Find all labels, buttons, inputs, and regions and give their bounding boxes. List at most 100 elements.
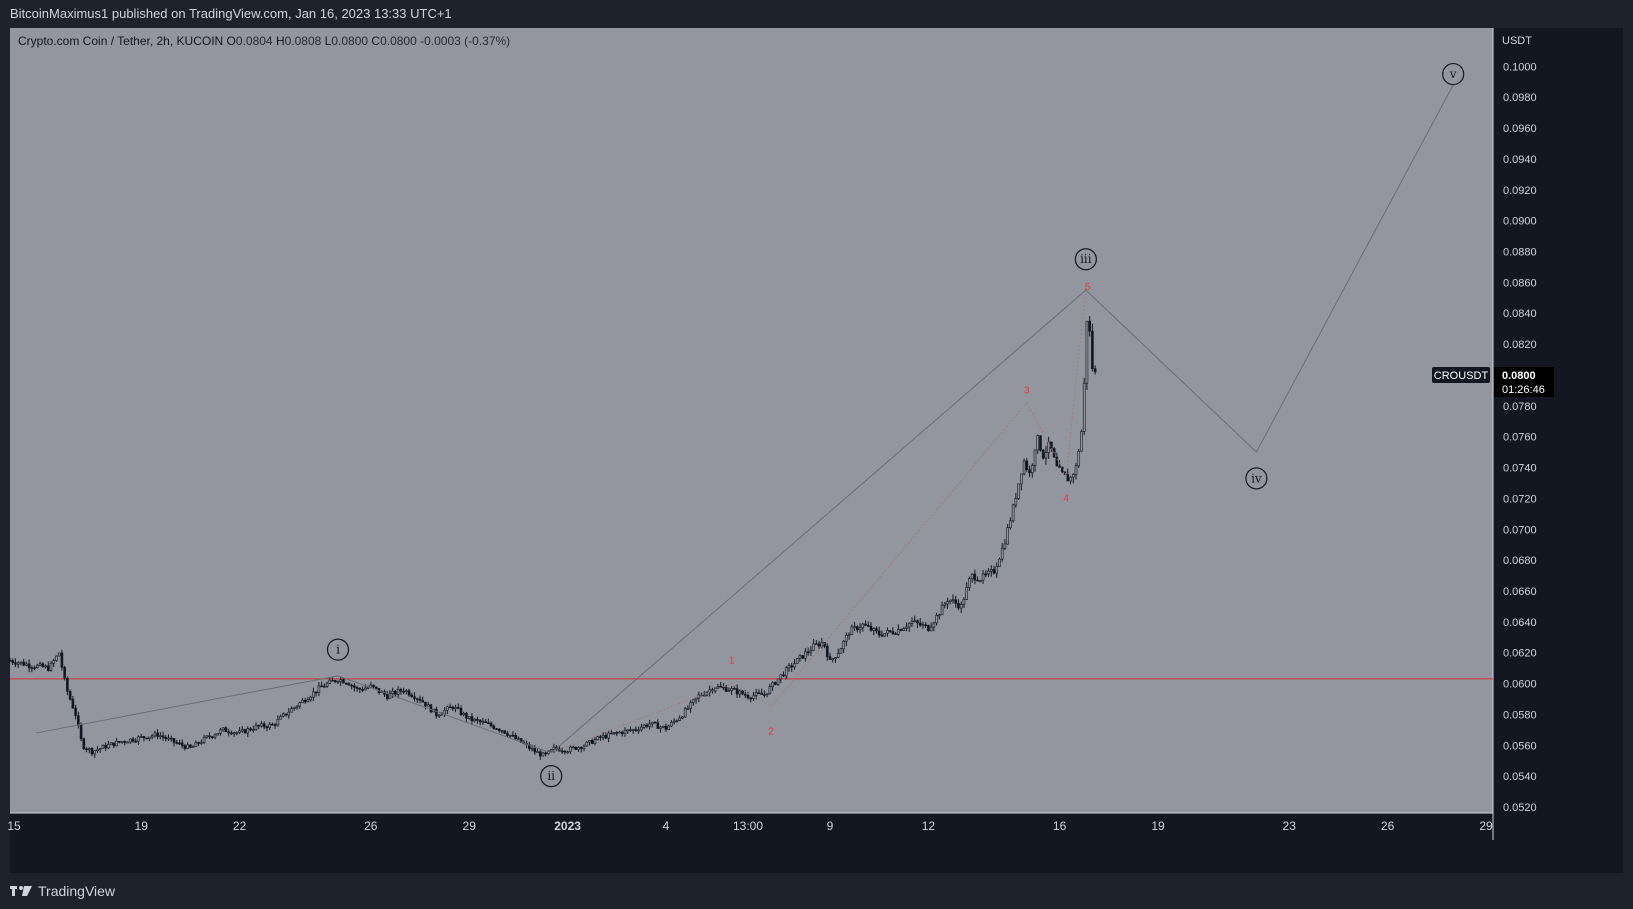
- candle-body: [465, 713, 468, 719]
- candle-body: [847, 634, 851, 636]
- candle-body: [63, 667, 66, 679]
- candle-body: [888, 630, 892, 632]
- candle-body: [1050, 441, 1053, 449]
- elliott-wave-line[interactable]: [36, 84, 1454, 754]
- candle-body: [260, 723, 263, 727]
- candle-body: [989, 569, 993, 572]
- price-tick-label: 0.0520: [1503, 802, 1537, 814]
- candle-body: [536, 751, 539, 754]
- candle-body: [976, 579, 979, 582]
- legend-low-value: 0.0800: [331, 34, 369, 48]
- candle-body: [1003, 543, 1007, 549]
- subwave-line[interactable]: [551, 290, 1087, 754]
- candle-body: [801, 655, 804, 659]
- candle-body: [508, 734, 512, 737]
- candle-body: [298, 702, 302, 707]
- legend-open-value: 0.0804: [235, 34, 273, 48]
- price-tick-label: 0.0680: [1503, 555, 1537, 567]
- candle-body: [724, 687, 728, 692]
- candle-body: [749, 697, 753, 700]
- price-tick-label: 0.0580: [1503, 709, 1537, 721]
- candle-body: [208, 735, 211, 738]
- footer-brand[interactable]: TradingView: [38, 883, 116, 899]
- candle-body: [344, 682, 348, 685]
- candle-body: [14, 662, 17, 665]
- candle-body: [538, 751, 542, 757]
- candle-body: [514, 734, 517, 740]
- wave-label-circle: [1074, 248, 1097, 271]
- candle-body: [752, 695, 755, 699]
- candle-body: [566, 751, 569, 754]
- candle-body: [216, 733, 220, 736]
- candle-body: [421, 700, 425, 703]
- candle-body: [675, 720, 679, 722]
- time-axis[interactable]: [10, 813, 1493, 840]
- candle-body: [336, 681, 340, 683]
- candle-body: [918, 622, 922, 626]
- candle-body: [440, 713, 444, 716]
- candle-body: [793, 663, 796, 668]
- candle-body: [446, 706, 449, 711]
- candle-body: [104, 745, 107, 749]
- candle-body: [282, 713, 285, 717]
- candle-body: [107, 744, 110, 749]
- candle-body: [965, 587, 968, 600]
- wave-label-i: i: [336, 643, 340, 657]
- candle-body: [309, 696, 312, 701]
- candle-body: [916, 620, 919, 624]
- candle-body: [172, 738, 176, 743]
- candle-body: [1093, 368, 1097, 373]
- time-tick-label: 15: [7, 819, 21, 833]
- candle-body: [85, 748, 88, 751]
- candle-body: [418, 698, 422, 701]
- candle-body: [454, 707, 457, 710]
- candle-body: [306, 699, 310, 703]
- candle-body: [241, 729, 244, 732]
- candle-body: [68, 690, 72, 700]
- tradingview-logo-icon[interactable]: [10, 884, 32, 898]
- candle-body: [946, 601, 949, 605]
- candle-body: [254, 724, 258, 730]
- wave-label-v: v: [1449, 67, 1457, 81]
- candle-body: [497, 728, 501, 731]
- price-axis[interactable]: [1493, 28, 1558, 840]
- candle-body: [339, 679, 343, 682]
- time-tick-label: 19: [135, 819, 149, 833]
- candle-body: [355, 687, 359, 689]
- candle-body: [470, 716, 474, 722]
- candle-body: [25, 663, 28, 666]
- candle-body: [394, 690, 397, 695]
- candle-body: [134, 740, 138, 743]
- candle-body: [268, 723, 271, 729]
- candle-body: [93, 750, 97, 755]
- legend-open-label: O: [226, 34, 236, 48]
- candle-body: [402, 690, 405, 693]
- candle-body: [640, 726, 643, 731]
- candle-body: [90, 748, 94, 755]
- candle-body: [544, 752, 548, 755]
- time-tick-label: 23: [1283, 819, 1297, 833]
- candle-body: [478, 719, 482, 723]
- wave-label-circle: [326, 638, 350, 661]
- candle-body: [1044, 452, 1048, 459]
- candle-body: [705, 691, 709, 696]
- candle-body: [317, 685, 321, 693]
- candle-body: [257, 724, 261, 727]
- plot-area[interactable]: [10, 28, 1493, 813]
- candle-body: [347, 683, 351, 686]
- candle-body: [577, 747, 580, 750]
- candle-body: [271, 723, 274, 726]
- price-tick-label: 0.0860: [1503, 277, 1537, 289]
- candle-body: [115, 740, 118, 747]
- candle-body: [667, 725, 671, 730]
- candle-body: [219, 729, 222, 734]
- candle-body: [741, 690, 744, 695]
- candle-body: [735, 688, 739, 695]
- candle-body: [429, 704, 433, 713]
- candle-body: [230, 732, 233, 735]
- candle-body: [1011, 504, 1015, 522]
- candle-body: [320, 685, 323, 688]
- candle-body: [877, 630, 881, 636]
- wave-label-iii: iii: [1080, 252, 1092, 266]
